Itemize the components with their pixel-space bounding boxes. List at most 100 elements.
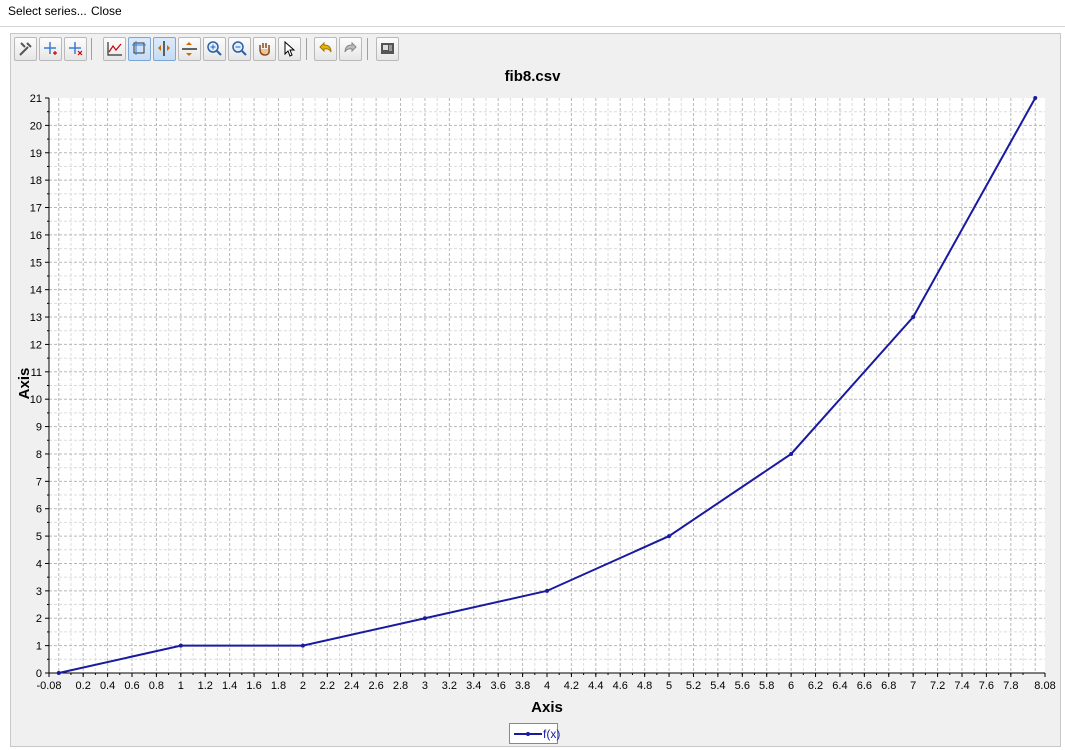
y-tick-label: 21 bbox=[30, 93, 42, 105]
x-tick-label: 0.6 bbox=[124, 680, 139, 692]
x-tick-label: 5 bbox=[666, 680, 672, 692]
data-point bbox=[178, 643, 183, 648]
menu-bar: Select series... Close bbox=[0, 0, 1065, 24]
y-tick-label: 13 bbox=[30, 312, 42, 324]
y-tick-label: 0 bbox=[36, 668, 42, 680]
y-tick-label: 15 bbox=[30, 257, 42, 269]
y-tick-label: 5 bbox=[36, 531, 42, 543]
pointer-icon bbox=[284, 40, 296, 57]
x-tick-label: 7.6 bbox=[979, 680, 994, 692]
split-vertical-button[interactable] bbox=[153, 37, 176, 61]
x-tick-label: 0.8 bbox=[149, 680, 164, 692]
chart-title: fib8.csv bbox=[504, 68, 561, 85]
undo-button[interactable] bbox=[314, 37, 337, 61]
x-tick-label: 2.2 bbox=[320, 680, 335, 692]
redo-button[interactable] bbox=[339, 37, 362, 61]
x-tick-label: 1.8 bbox=[271, 680, 286, 692]
x-tick-label: 6.4 bbox=[832, 680, 847, 692]
x-tick-label: 4.2 bbox=[564, 680, 579, 692]
x-tick-label: 1.2 bbox=[198, 680, 213, 692]
x-tick-label: 0.2 bbox=[76, 680, 91, 692]
split-vertical-icon bbox=[158, 41, 170, 56]
x-tick-label: 4 bbox=[544, 680, 550, 692]
y-tick-label: 14 bbox=[30, 285, 42, 297]
y-tick-label: 19 bbox=[30, 148, 42, 160]
y-tick-label: 6 bbox=[36, 504, 42, 516]
x-tick-label: 2.4 bbox=[344, 680, 359, 692]
x-tick-label: 6.8 bbox=[881, 680, 896, 692]
x-tick-label: 4.8 bbox=[637, 680, 652, 692]
legend-label: f(x) bbox=[543, 727, 561, 741]
toolbar-separator bbox=[91, 38, 92, 60]
zoom-in-button[interactable] bbox=[203, 37, 226, 61]
undo-icon bbox=[319, 41, 332, 53]
y-tick-label: 12 bbox=[30, 339, 42, 351]
toolbar-separator bbox=[306, 38, 307, 60]
y-tick-label: 7 bbox=[36, 476, 42, 488]
y-axis-label: Axis bbox=[16, 368, 33, 400]
split-horizontal-button[interactable] bbox=[178, 37, 201, 61]
x-axis-label: Axis bbox=[531, 699, 563, 716]
x-tick-label: 7.2 bbox=[930, 680, 945, 692]
data-point bbox=[1033, 96, 1038, 100]
close-menu[interactable]: Close bbox=[91, 4, 122, 18]
x-tick-label: 5.8 bbox=[759, 680, 774, 692]
x-tick-label: 7 bbox=[910, 680, 916, 692]
x-tick-label: -0.08 bbox=[36, 680, 61, 692]
zoom-out-button[interactable] bbox=[228, 37, 251, 61]
x-tick-label: 8.08 bbox=[1034, 680, 1055, 692]
y-tick-label: 9 bbox=[36, 422, 42, 434]
axis-button[interactable] bbox=[103, 37, 126, 61]
y-tick-label: 17 bbox=[30, 203, 42, 215]
select-series-menu[interactable]: Select series... bbox=[8, 4, 87, 18]
redo-icon bbox=[344, 41, 357, 53]
y-tick-label: 8 bbox=[36, 449, 42, 461]
y-tick-label: 3 bbox=[36, 586, 42, 598]
y-tick-label: 10 bbox=[30, 394, 42, 406]
x-tick-label: 5.4 bbox=[710, 680, 725, 692]
remove-point-button[interactable] bbox=[64, 37, 87, 61]
x-tick-label: 5.6 bbox=[735, 680, 750, 692]
legend: f(x) bbox=[509, 723, 561, 744]
x-tick-label: 4.6 bbox=[613, 680, 628, 692]
x-tick-label: 2 bbox=[300, 680, 306, 692]
x-tick-label: 1 bbox=[178, 680, 184, 692]
export-button[interactable] bbox=[376, 37, 399, 61]
y-tick-label: 20 bbox=[30, 120, 42, 132]
zoom-in-icon bbox=[207, 41, 222, 56]
remove-point-icon bbox=[69, 42, 83, 56]
x-tick-label: 4.4 bbox=[588, 680, 603, 692]
pointer-button[interactable] bbox=[278, 37, 301, 61]
pan-button[interactable] bbox=[253, 37, 276, 61]
x-tick-label: 3 bbox=[422, 680, 428, 692]
x-tick-label: 1.4 bbox=[222, 680, 237, 692]
x-tick-label: 7.4 bbox=[954, 680, 969, 692]
settings-icon bbox=[19, 42, 32, 56]
y-tick-label: 1 bbox=[36, 641, 42, 653]
x-tick-label: 2.6 bbox=[368, 680, 383, 692]
add-point-button[interactable] bbox=[39, 37, 62, 61]
x-tick-label: 3.6 bbox=[491, 680, 506, 692]
y-tick-label: 16 bbox=[30, 230, 42, 242]
menu-divider bbox=[0, 26, 1065, 27]
x-tick-label: 6.2 bbox=[808, 680, 823, 692]
axis-icon bbox=[107, 42, 122, 56]
zoom-box-button[interactable] bbox=[128, 37, 151, 61]
data-point bbox=[911, 315, 916, 320]
toolbar-separator bbox=[367, 38, 368, 60]
y-tick-label: 11 bbox=[31, 367, 42, 379]
x-tick-label: 3.4 bbox=[466, 680, 481, 692]
data-point bbox=[300, 643, 305, 648]
x-tick-label: 3.8 bbox=[515, 680, 530, 692]
split-horizontal-icon bbox=[182, 42, 197, 56]
x-tick-label: 6.6 bbox=[857, 680, 872, 692]
x-tick-label: 2.8 bbox=[393, 680, 408, 692]
zoom-box-icon bbox=[132, 41, 146, 55]
add-point-icon bbox=[44, 42, 57, 55]
data-point bbox=[422, 616, 427, 621]
x-tick-label: 3.2 bbox=[442, 680, 457, 692]
legend-swatch-marker bbox=[526, 732, 530, 736]
x-tick-label: 7.8 bbox=[1003, 680, 1018, 692]
settings-button[interactable] bbox=[14, 37, 37, 61]
